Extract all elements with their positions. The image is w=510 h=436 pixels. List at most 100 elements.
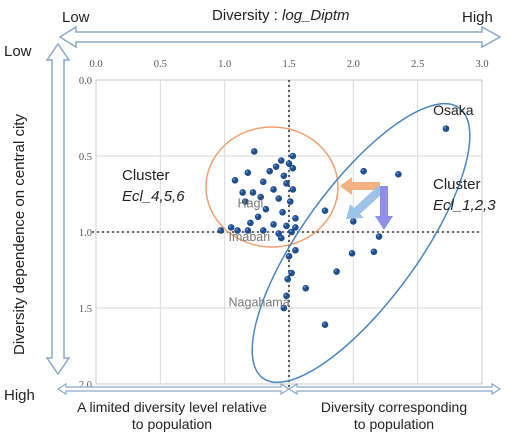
data-point-highlight: [250, 190, 254, 193]
x-tick-label: 0.5: [154, 59, 167, 70]
data-point: [247, 219, 254, 227]
y-tick-label: 0.5: [79, 152, 92, 163]
x-tick-label: 0.0: [89, 59, 102, 70]
top-axis-variable: log_Diptm: [282, 7, 350, 24]
y-tick-label: 2.0: [79, 380, 92, 391]
y-tick-label: 1.5: [79, 304, 92, 315]
data-point-highlight: [243, 199, 246, 202]
plot-area: 0.0 0.5 1.0 1.5 2.0 2.5 3.0 0.0 0.5 1.0 1.5 2.0: [79, 59, 489, 391]
data-point: [292, 224, 299, 231]
data-point: [289, 152, 297, 160]
data-point: [270, 186, 277, 193]
data-point-highlight: [285, 277, 288, 280]
data-point-highlight: [271, 187, 274, 190]
data-point-highlight: [276, 196, 279, 199]
data-point-highlight: [371, 249, 375, 252]
left-low-label: Low: [4, 43, 32, 60]
data-point: [279, 208, 286, 216]
data-point-highlight: [443, 126, 447, 129]
cluster-right-ellipse: [251, 102, 471, 384]
data-point-highlight: [281, 305, 284, 309]
data-point-highlight: [290, 187, 293, 190]
data-point-highlight: [351, 219, 354, 222]
data-point: [288, 269, 295, 277]
data-point: [254, 213, 262, 221]
data-point: [217, 227, 225, 234]
data-point-highlight: [376, 234, 380, 237]
data-point-highlight: [293, 225, 296, 228]
direction-arrows: [340, 177, 393, 230]
data-point-highlight: [252, 149, 255, 152]
point-annotation-label: Osaka: [433, 102, 474, 118]
left-high-label: High: [4, 387, 35, 404]
data-point-highlight: [232, 178, 236, 181]
data-point-highlight: [261, 179, 264, 182]
data-point-highlight: [334, 269, 337, 272]
point-annotations: Osaka Hagi Imabari Nagahama: [229, 102, 474, 310]
left-axis-title: Diversity dependence on central city: [11, 114, 28, 355]
data-point: [259, 178, 267, 186]
reference-lines: [92, 80, 482, 390]
data-point-highlight: [290, 166, 293, 169]
y-tick-label: 0.0: [79, 76, 92, 87]
data-point-highlight: [286, 254, 290, 257]
cluster-right-name: Ecl_1,2,3: [433, 197, 496, 214]
data-points: [217, 125, 450, 329]
data-point-highlight: [284, 293, 287, 296]
x-tick-label: 1.5: [282, 59, 295, 70]
data-point: [292, 215, 299, 222]
data-point-highlight: [293, 216, 296, 219]
data-point: [375, 233, 383, 240]
data-point: [244, 169, 252, 177]
data-point: [292, 246, 299, 254]
data-point-highlight: [245, 228, 248, 231]
data-point-highlight: [256, 214, 259, 217]
bottom-right-label-line1: Diversity corresponding: [321, 399, 467, 415]
data-point: [302, 284, 310, 292]
data-point: [442, 125, 450, 132]
data-point-highlight: [361, 169, 364, 172]
data-point: [360, 167, 367, 175]
data-point-highlight: [284, 223, 287, 227]
data-point-highlight: [281, 173, 284, 176]
point-annotation-label: Hagi: [238, 197, 264, 211]
data-point: [333, 268, 340, 275]
data-point: [284, 275, 292, 283]
data-point-highlight: [303, 286, 306, 289]
data-point: [289, 186, 297, 193]
data-point: [266, 167, 274, 175]
data-point-highlight: [286, 161, 290, 164]
data-point-highlight: [263, 207, 266, 210]
data-point-highlight: [289, 229, 292, 233]
data-point: [321, 321, 329, 329]
data-point: [272, 163, 280, 170]
data-point-highlight: [284, 181, 287, 184]
data-point: [350, 218, 357, 225]
data-point-highlight: [229, 225, 232, 228]
data-point-highlight: [289, 270, 292, 274]
data-point-highlight: [293, 248, 296, 251]
data-point-highlight: [279, 158, 282, 161]
point-annotation-label: Imabari: [229, 230, 271, 244]
x-tick-label: 3.0: [475, 59, 488, 70]
data-point-highlight: [271, 222, 274, 225]
data-point: [395, 170, 402, 178]
bottom-left-label-line1: A limited diversity level relative: [77, 399, 267, 415]
x-tick-label: 1.0: [218, 59, 231, 70]
data-point: [277, 157, 285, 164]
data-point: [283, 180, 290, 187]
top-axis-title: Diversity : log_Diptm: [212, 7, 350, 24]
data-point-highlight: [279, 235, 282, 239]
data-point-highlight: [218, 228, 221, 231]
data-point-highlight: [274, 164, 277, 167]
data-point: [277, 234, 285, 242]
data-point: [280, 172, 288, 180]
x-tick-labels: 0.0 0.5 1.0 1.5 2.0 2.5 3.0: [89, 59, 488, 70]
data-point: [250, 148, 258, 155]
data-point-highlight: [349, 251, 353, 254]
data-point: [286, 198, 294, 205]
point-annotation-label: Nagahama: [229, 295, 290, 309]
data-point: [289, 164, 297, 172]
bottom-arrows: [56, 382, 502, 396]
